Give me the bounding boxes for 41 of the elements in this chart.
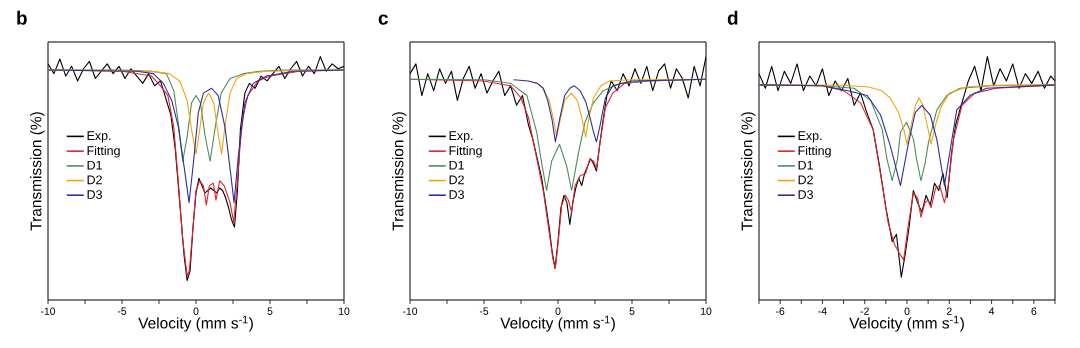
legend-label: D3 — [449, 190, 464, 199]
x-tick-label: -5 — [117, 307, 127, 315]
y-axis-title: Transmission (%) — [392, 112, 407, 231]
legend-label: Exp. — [449, 131, 473, 143]
legend-label: Fitting — [87, 145, 120, 158]
legend-label: Fitting — [449, 145, 482, 158]
chart-title: b — [17, 10, 27, 25]
x-axis-title: Velocity (mm s$^{-1}$) — [138, 315, 253, 332]
x-tick-label: -10 — [402, 307, 418, 315]
legend-label: D3 — [798, 190, 813, 199]
x-tick-label: 4 — [988, 307, 995, 315]
legend-label: D1 — [798, 160, 813, 170]
chart-title: d — [727, 10, 738, 25]
x-tick-label: -5 — [479, 307, 489, 315]
legend-label: D2 — [798, 175, 813, 185]
x-tick-label: -10 — [40, 307, 56, 315]
y-axis-title: Transmission (%) — [30, 112, 45, 231]
x-tick-label: 0 — [193, 307, 199, 315]
x-tick-label: 5 — [629, 307, 635, 315]
legend-label: D2 — [449, 175, 464, 185]
y-axis-title: Transmission (%) — [741, 112, 756, 231]
legend-label: Fitting — [798, 145, 831, 158]
legend-label: Exp. — [87, 131, 111, 143]
x-tick-label: 0 — [904, 307, 910, 315]
x-tick-label: 6 — [1031, 307, 1037, 315]
legend-label: Exp. — [798, 131, 822, 143]
x-tick-label: 10 — [700, 307, 712, 315]
legend-label: D3 — [87, 190, 102, 199]
x-axis-title: Velocity (mm s$^{-1}$) — [500, 315, 615, 332]
legend-label: D1 — [449, 160, 464, 170]
x-tick-label: -6 — [775, 307, 785, 315]
x-tick-label: 10 — [338, 307, 350, 315]
x-tick-label: -2 — [860, 307, 869, 315]
chart-title: c — [378, 14, 388, 25]
x-axis-title: Velocity (mm s$^{-1}$) — [849, 315, 964, 332]
x-tick-label: -4 — [818, 307, 827, 315]
x-tick-label: 0 — [555, 307, 561, 315]
legend-label: D1 — [87, 160, 102, 170]
x-tick-label: 2 — [946, 307, 952, 315]
legend-label: D2 — [87, 175, 102, 185]
x-tick-label: 5 — [267, 307, 273, 315]
